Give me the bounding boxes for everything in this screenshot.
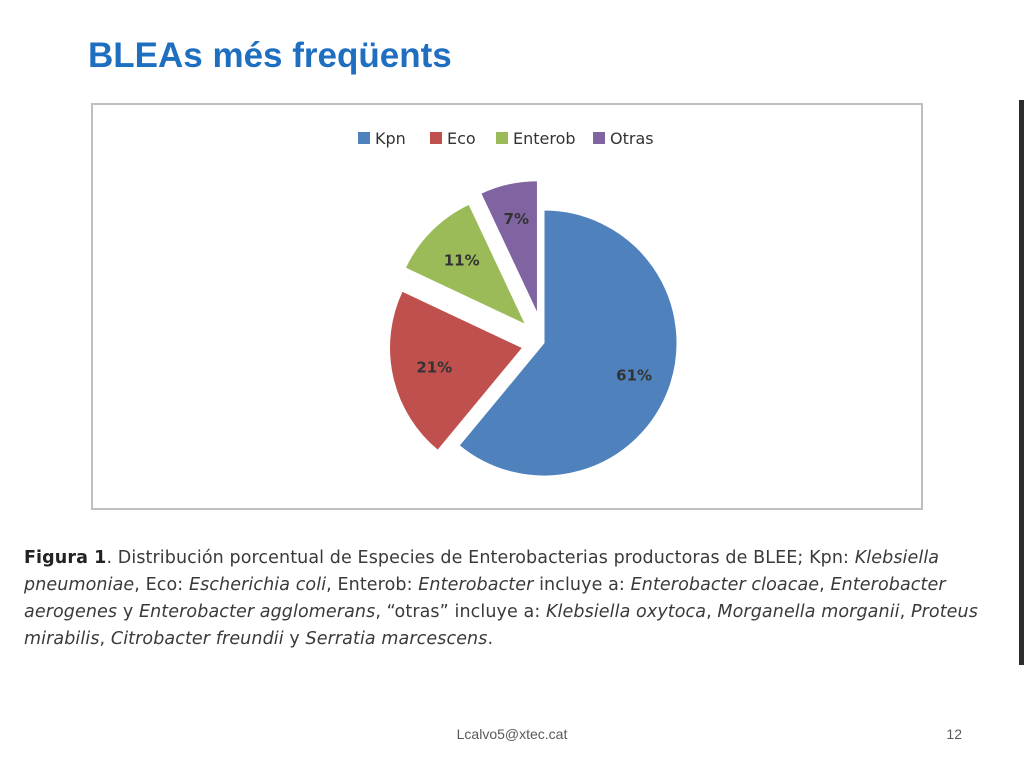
caption-text: , “otras” incluye a: — [375, 602, 546, 622]
legend-item-eco: Eco — [430, 129, 476, 148]
legend-label: Enterob — [513, 129, 576, 148]
legend-item-kpn: Kpn — [358, 129, 406, 148]
figure-right-edge — [1019, 100, 1024, 665]
caption-species: Escherichia coli — [188, 575, 327, 595]
legend-item-enterob: Enterob — [496, 129, 576, 148]
legend-swatch — [496, 132, 508, 144]
page-number: 12 — [946, 726, 962, 742]
caption-text: , — [819, 575, 831, 595]
caption-species: Proteus mirabilis — [24, 602, 978, 649]
legend-swatch — [593, 132, 605, 144]
caption-text: , Eco: — [134, 575, 189, 595]
pie-slice-eco — [389, 290, 524, 451]
figure-caption: Figura 1. Distribución porcentual de Esp… — [24, 545, 1014, 653]
caption-text: , — [99, 629, 111, 649]
caption-text: incluye a: — [533, 575, 631, 595]
pie-slice-enterob — [404, 203, 527, 326]
caption-text: . Distribución porcentual de Especies de… — [106, 548, 855, 568]
caption-species: Klebsiella oxytoca — [545, 602, 707, 622]
caption-species: Morganella morganii — [717, 602, 900, 622]
caption-species: Enterobacter — [418, 575, 534, 595]
caption-species: Citrobacter freundii — [110, 629, 284, 649]
caption-text: . — [487, 629, 494, 649]
caption-species: Serratia marcescens — [305, 629, 488, 649]
slice-label-otras: 7% — [504, 210, 529, 228]
pie-labels: 61% 21% 11% 7% — [416, 210, 652, 384]
caption-text: , — [706, 602, 718, 622]
footer-email: Lcalvo5@xtec.cat — [456, 726, 568, 742]
caption-text: , Enterob: — [326, 575, 419, 595]
caption-text: y — [117, 602, 139, 622]
caption-species: Enterobacter cloacae — [630, 575, 820, 595]
slice-label-kpn: 61% — [616, 366, 652, 384]
caption-species: Enterobacter aerogenes — [24, 575, 946, 622]
caption-text: y — [283, 629, 306, 649]
caption-species: Enterobacter agglomerans — [138, 602, 376, 622]
legend-swatch — [358, 132, 370, 144]
caption-species: Klebsiella pneumoniae — [24, 548, 940, 595]
legend-swatch — [430, 132, 442, 144]
pie-slice-otras — [480, 180, 538, 314]
legend-label: Kpn — [375, 129, 406, 148]
caption-text: , — [899, 602, 911, 622]
pie-chart: Kpn Eco Enterob Otras 61% 21% 11% 7% — [358, 129, 678, 477]
chart-legend: Kpn Eco Enterob Otras — [358, 129, 654, 148]
slice-label-enterob: 11% — [444, 252, 480, 270]
slice-label-eco: 21% — [416, 359, 452, 377]
chart-frame: Kpn Eco Enterob Otras 61% 21% 11% 7% — [91, 103, 923, 510]
legend-label: Eco — [447, 129, 476, 148]
slide-title: BLEAs més freqüents — [88, 36, 452, 75]
pie-slice-kpn — [458, 209, 678, 477]
pie-slices — [389, 180, 678, 477]
legend-label: Otras — [610, 129, 654, 148]
legend-item-otras: Otras — [593, 129, 654, 148]
figure-label: Figura 1 — [24, 548, 107, 568]
